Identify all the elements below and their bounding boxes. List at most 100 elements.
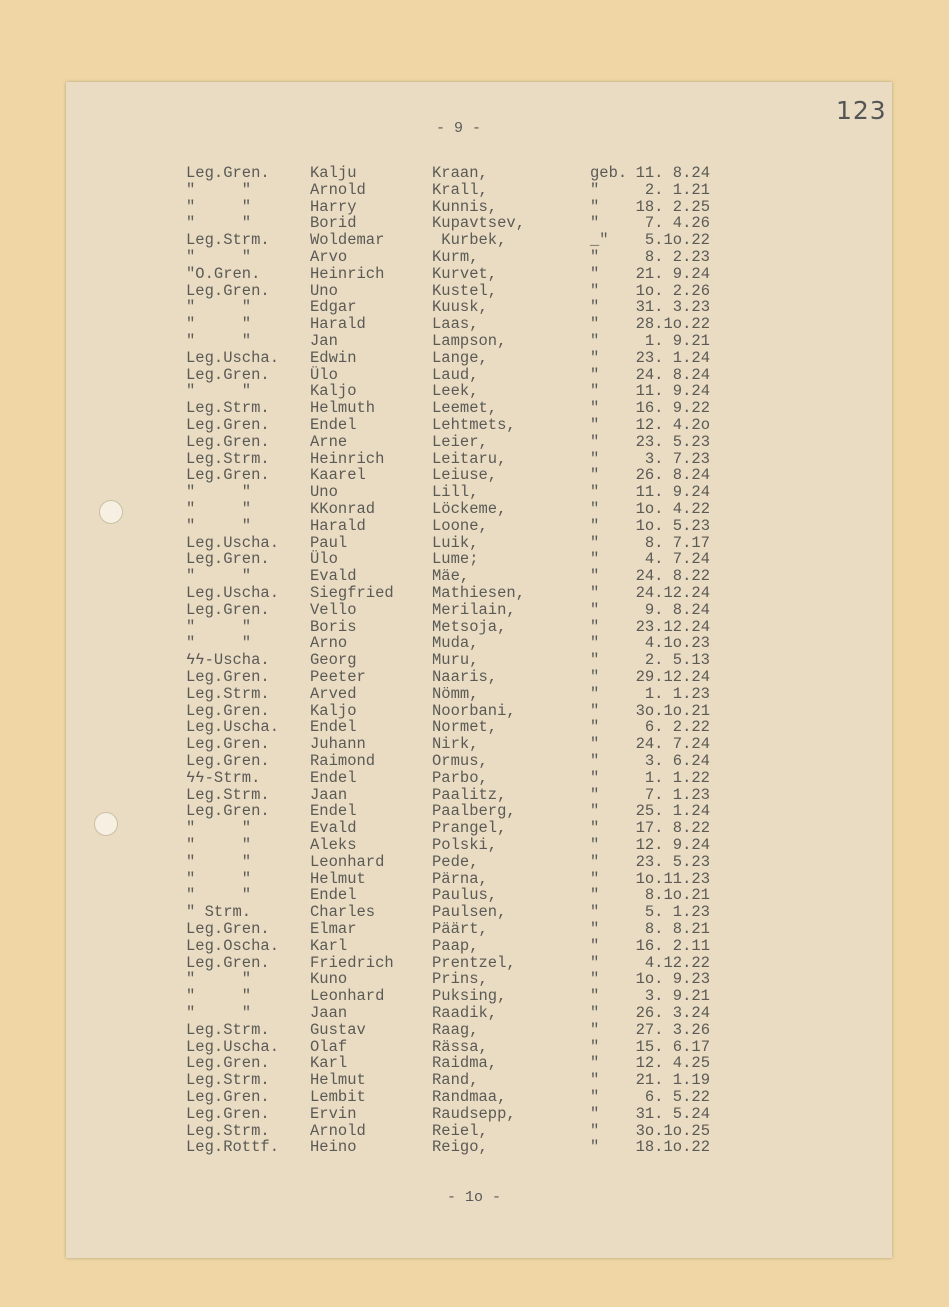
- rank: Leg.Uscha.: [186, 584, 280, 602]
- first-name: Siegfried: [310, 584, 394, 602]
- surname: Randmaa,: [432, 1088, 507, 1106]
- born-label: geb.: [590, 164, 628, 182]
- birth-date: 24.12.24: [635, 584, 710, 602]
- first-name: Edwin: [310, 348, 357, 367]
- rank: " ": [186, 500, 252, 518]
- rank: " ": [186, 315, 252, 334]
- rank: " ": [186, 382, 252, 401]
- birth-date: 1. 1.22: [644, 768, 710, 787]
- rank: " ": [186, 197, 252, 216]
- born-label: ": [590, 348, 600, 367]
- born-label: ": [590, 315, 600, 334]
- rank: ϟϟ-Strm.: [186, 768, 261, 787]
- rank: Leg.Gren.: [186, 668, 270, 686]
- born-label: ": [590, 550, 600, 569]
- born-label: ": [590, 416, 600, 434]
- birth-date: 2. 5.13: [644, 651, 710, 670]
- birth-date: 6. 5.22: [644, 1088, 710, 1106]
- birth-date: 11. 9.24: [635, 382, 710, 401]
- born-label: ": [590, 768, 600, 787]
- rank: " ": [186, 332, 252, 350]
- surname: Pede,: [432, 852, 479, 871]
- born-label: ": [590, 886, 600, 905]
- birth-date: 29.12.24: [635, 668, 710, 686]
- surname: Rässa,: [432, 1037, 488, 1056]
- first-name: Edgar: [310, 298, 357, 317]
- rank: " ": [186, 298, 252, 317]
- birth-date: 1o. 5.23: [635, 516, 710, 535]
- birth-date: 23. 1.24: [635, 348, 710, 367]
- first-name: Arnold: [310, 180, 366, 199]
- rank: Leg.Strm.: [186, 785, 270, 804]
- archive-page-number: 123: [836, 96, 887, 125]
- surname: Krall,: [432, 180, 488, 199]
- rank: Leg.Uscha.: [186, 533, 280, 552]
- rank: " ": [186, 516, 252, 535]
- first-name: Aleks: [310, 836, 357, 854]
- born-label: ": [590, 500, 600, 518]
- rank: " ": [186, 987, 252, 1006]
- rank: " Strm.: [186, 903, 252, 922]
- surname: Kustel,: [432, 281, 498, 300]
- birth-date: 24. 8.22: [635, 567, 710, 586]
- born-label: ": [590, 533, 600, 552]
- first-name: Leonhard: [310, 987, 385, 1006]
- born-label: ": [590, 718, 600, 737]
- born-label: ": [590, 1071, 600, 1090]
- surname: Laas,: [432, 315, 479, 334]
- first-name: Peeter: [310, 668, 366, 686]
- born-label: ": [590, 634, 600, 653]
- rank: ϟϟ-Uscha.: [186, 651, 270, 670]
- birth-date: 4.12.22: [644, 953, 710, 972]
- first-name: Olaf: [310, 1037, 348, 1056]
- rank: Leg.Gren.: [186, 701, 270, 720]
- document-page: [66, 82, 892, 1258]
- born-label: ": [590, 651, 600, 670]
- born-label: ": [590, 987, 600, 1006]
- birth-date: 1o. 9.23: [635, 970, 710, 989]
- surname: Reigo,: [432, 1138, 488, 1157]
- rank: Leg.Strm.: [186, 399, 270, 418]
- birth-date: 21. 1.19: [635, 1071, 710, 1090]
- first-name: Borid: [310, 214, 357, 233]
- surname: Kuusk,: [432, 298, 488, 317]
- born-label: ": [590, 684, 600, 703]
- first-name: Georg: [310, 651, 357, 670]
- born-label: ": [590, 1004, 600, 1022]
- surname: Leier,: [432, 432, 488, 451]
- punch-hole: [94, 812, 118, 836]
- rank: " ": [186, 180, 252, 199]
- first-name: Endel: [310, 768, 357, 787]
- surname: Paalberg,: [432, 802, 516, 821]
- surname: Lampson,: [432, 332, 507, 350]
- birth-date: 25. 1.24: [635, 802, 710, 821]
- birth-date: 11. 9.24: [635, 483, 710, 502]
- first-name: Gustav: [310, 1020, 366, 1039]
- born-label: ": [590, 752, 600, 770]
- rank: Leg.Gren.: [186, 752, 270, 770]
- first-name: Arnold: [310, 1121, 366, 1140]
- rank: " ": [186, 634, 252, 653]
- rank: Leg.Rottf.: [186, 1138, 280, 1157]
- rank: " ": [186, 214, 252, 233]
- first-name: Evald: [310, 819, 357, 838]
- first-name: Jaan: [310, 785, 348, 804]
- birth-date: 5.1o.22: [644, 231, 710, 250]
- first-name: Uno: [310, 281, 338, 300]
- rank: Leg.Gren.: [186, 416, 270, 434]
- born-label: ": [590, 432, 600, 451]
- rank: " ": [186, 1004, 252, 1022]
- birth-date: 12. 4.2o: [635, 416, 710, 434]
- first-name: Harald: [310, 516, 366, 535]
- birth-date: 5. 1.23: [644, 903, 710, 922]
- surname: Prins,: [432, 970, 488, 989]
- born-label: ": [590, 970, 600, 989]
- born-label: ": [590, 1088, 600, 1106]
- born-label: ": [590, 584, 600, 602]
- born-label: ": [590, 802, 600, 821]
- rank: Leg.Strm.: [186, 231, 270, 250]
- first-name: Karl: [310, 1054, 348, 1073]
- first-name: Elmar: [310, 920, 357, 938]
- surname: Kraan,: [432, 164, 488, 182]
- birth-date: 8.1o.21: [644, 886, 710, 905]
